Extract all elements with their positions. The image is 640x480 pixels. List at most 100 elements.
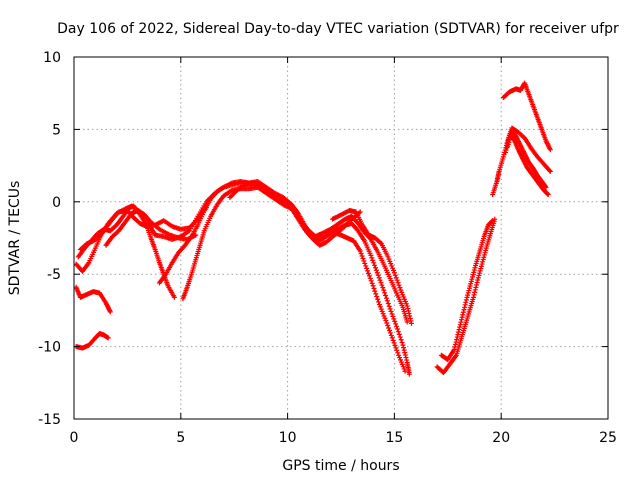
data-point bbox=[391, 316, 397, 322]
data-point bbox=[408, 320, 414, 326]
data-point bbox=[481, 252, 487, 258]
data-point bbox=[398, 359, 404, 365]
data-point bbox=[393, 275, 399, 281]
data-point bbox=[458, 319, 464, 325]
data-point bbox=[390, 267, 396, 273]
data-point bbox=[380, 285, 386, 291]
data-point bbox=[383, 295, 389, 301]
data-point bbox=[457, 322, 463, 328]
data-point bbox=[395, 350, 401, 356]
x-axis-label: GPS time / hours bbox=[282, 458, 399, 474]
tick-layer: 0 5 10 15 20 25 10 5 0 -5 -10 -15 bbox=[38, 50, 617, 446]
data-point bbox=[500, 154, 506, 160]
data-point bbox=[393, 321, 399, 327]
data-point bbox=[371, 260, 377, 266]
data-point bbox=[391, 270, 397, 276]
data-point bbox=[400, 292, 406, 298]
data-point bbox=[402, 368, 408, 374]
data-point bbox=[374, 294, 380, 300]
data-point bbox=[372, 265, 378, 271]
data-point bbox=[385, 254, 391, 260]
data-point bbox=[472, 289, 478, 295]
data-point bbox=[405, 308, 411, 314]
data-point bbox=[368, 278, 374, 284]
data-point bbox=[404, 319, 410, 325]
data-point bbox=[407, 313, 413, 319]
data-point bbox=[375, 296, 381, 302]
data-point bbox=[373, 267, 379, 273]
data-point bbox=[380, 311, 386, 317]
data-point bbox=[385, 323, 391, 329]
data-point bbox=[397, 285, 403, 291]
y-tick-label: -5 bbox=[47, 267, 61, 283]
data-point bbox=[405, 306, 411, 312]
y-tick-label: -10 bbox=[38, 340, 61, 356]
data-point bbox=[402, 350, 408, 356]
series-layer bbox=[73, 80, 553, 377]
data-point bbox=[454, 334, 460, 340]
data-point bbox=[462, 304, 468, 310]
data-point bbox=[468, 281, 474, 287]
data-point bbox=[506, 139, 512, 145]
data-point bbox=[370, 283, 376, 289]
data-point bbox=[378, 240, 384, 246]
data-point bbox=[502, 150, 508, 156]
data-point bbox=[401, 296, 407, 302]
data-point bbox=[372, 262, 378, 268]
data-point bbox=[382, 290, 388, 296]
data-point bbox=[481, 254, 487, 260]
data-point bbox=[404, 357, 410, 363]
data-point bbox=[365, 268, 371, 274]
data-point bbox=[389, 311, 395, 317]
data-point bbox=[477, 268, 483, 274]
data-point bbox=[399, 289, 405, 295]
data-point bbox=[490, 218, 496, 224]
data-point bbox=[384, 320, 390, 326]
data-point bbox=[478, 266, 484, 272]
data-point bbox=[381, 313, 387, 319]
x-tick-label: 15 bbox=[385, 430, 403, 446]
data-point bbox=[358, 251, 364, 257]
data-point bbox=[398, 357, 404, 363]
data-point bbox=[545, 191, 551, 197]
data-point bbox=[463, 297, 469, 303]
data-point bbox=[381, 287, 387, 293]
data-point bbox=[470, 294, 476, 300]
data-point bbox=[397, 355, 403, 361]
data-point bbox=[364, 265, 370, 271]
data-point bbox=[400, 364, 406, 370]
x-tick-label: 25 bbox=[599, 430, 617, 446]
data-point bbox=[367, 275, 373, 281]
data-point bbox=[472, 265, 478, 271]
data-point bbox=[396, 352, 402, 358]
data-point bbox=[478, 263, 484, 269]
data-point bbox=[477, 270, 483, 276]
data-point bbox=[401, 366, 407, 372]
data-point bbox=[508, 132, 514, 138]
data-point bbox=[387, 327, 393, 333]
data-point bbox=[382, 315, 388, 321]
data-point bbox=[395, 329, 401, 335]
y-axis-label: SDTVAR / TECUs bbox=[7, 181, 23, 296]
data-point bbox=[370, 257, 376, 263]
data-point bbox=[408, 318, 414, 324]
data-point bbox=[506, 137, 512, 143]
data-point bbox=[387, 258, 393, 264]
data-series-10 bbox=[329, 207, 414, 326]
data-point bbox=[390, 313, 396, 319]
data-point bbox=[482, 250, 488, 256]
data-point bbox=[383, 318, 389, 324]
data-point bbox=[406, 311, 412, 317]
data-point bbox=[372, 288, 378, 294]
data-point bbox=[388, 332, 394, 338]
data-point bbox=[504, 145, 510, 151]
data-point bbox=[483, 247, 489, 253]
data-point bbox=[359, 253, 365, 259]
data-point bbox=[480, 257, 486, 263]
data-point bbox=[371, 285, 377, 291]
data-point bbox=[465, 290, 471, 296]
data-point bbox=[471, 267, 477, 273]
data-point bbox=[386, 256, 392, 262]
data-series-11 bbox=[434, 216, 498, 376]
data-point bbox=[404, 303, 410, 309]
